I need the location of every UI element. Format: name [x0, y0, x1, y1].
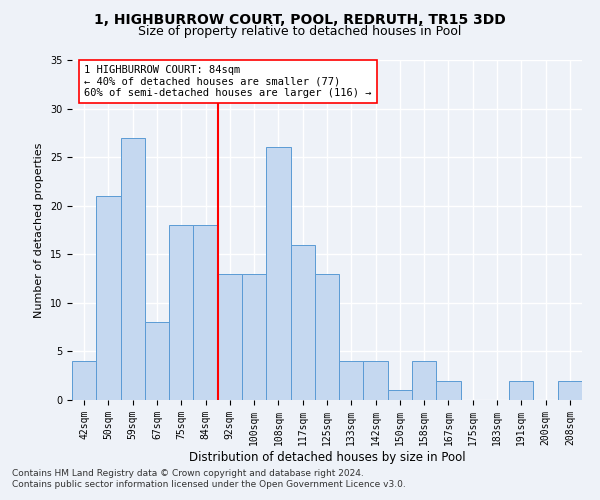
Bar: [339, 361, 364, 400]
Bar: [364, 361, 388, 400]
Bar: [290, 244, 315, 400]
Bar: [145, 322, 169, 400]
Bar: [72, 361, 96, 400]
Bar: [242, 274, 266, 400]
Bar: [436, 380, 461, 400]
Bar: [558, 380, 582, 400]
Text: Contains HM Land Registry data © Crown copyright and database right 2024.: Contains HM Land Registry data © Crown c…: [12, 468, 364, 477]
Bar: [218, 274, 242, 400]
Bar: [412, 361, 436, 400]
Text: Contains public sector information licensed under the Open Government Licence v3: Contains public sector information licen…: [12, 480, 406, 489]
X-axis label: Distribution of detached houses by size in Pool: Distribution of detached houses by size …: [188, 450, 466, 464]
Bar: [315, 274, 339, 400]
Text: 1 HIGHBURROW COURT: 84sqm
← 40% of detached houses are smaller (77)
60% of semi-: 1 HIGHBURROW COURT: 84sqm ← 40% of detac…: [84, 65, 371, 98]
Bar: [121, 138, 145, 400]
Bar: [509, 380, 533, 400]
Bar: [388, 390, 412, 400]
Bar: [266, 148, 290, 400]
Bar: [96, 196, 121, 400]
Bar: [169, 225, 193, 400]
Text: 1, HIGHBURROW COURT, POOL, REDRUTH, TR15 3DD: 1, HIGHBURROW COURT, POOL, REDRUTH, TR15…: [94, 12, 506, 26]
Text: Size of property relative to detached houses in Pool: Size of property relative to detached ho…: [139, 25, 461, 38]
Y-axis label: Number of detached properties: Number of detached properties: [34, 142, 44, 318]
Bar: [193, 225, 218, 400]
